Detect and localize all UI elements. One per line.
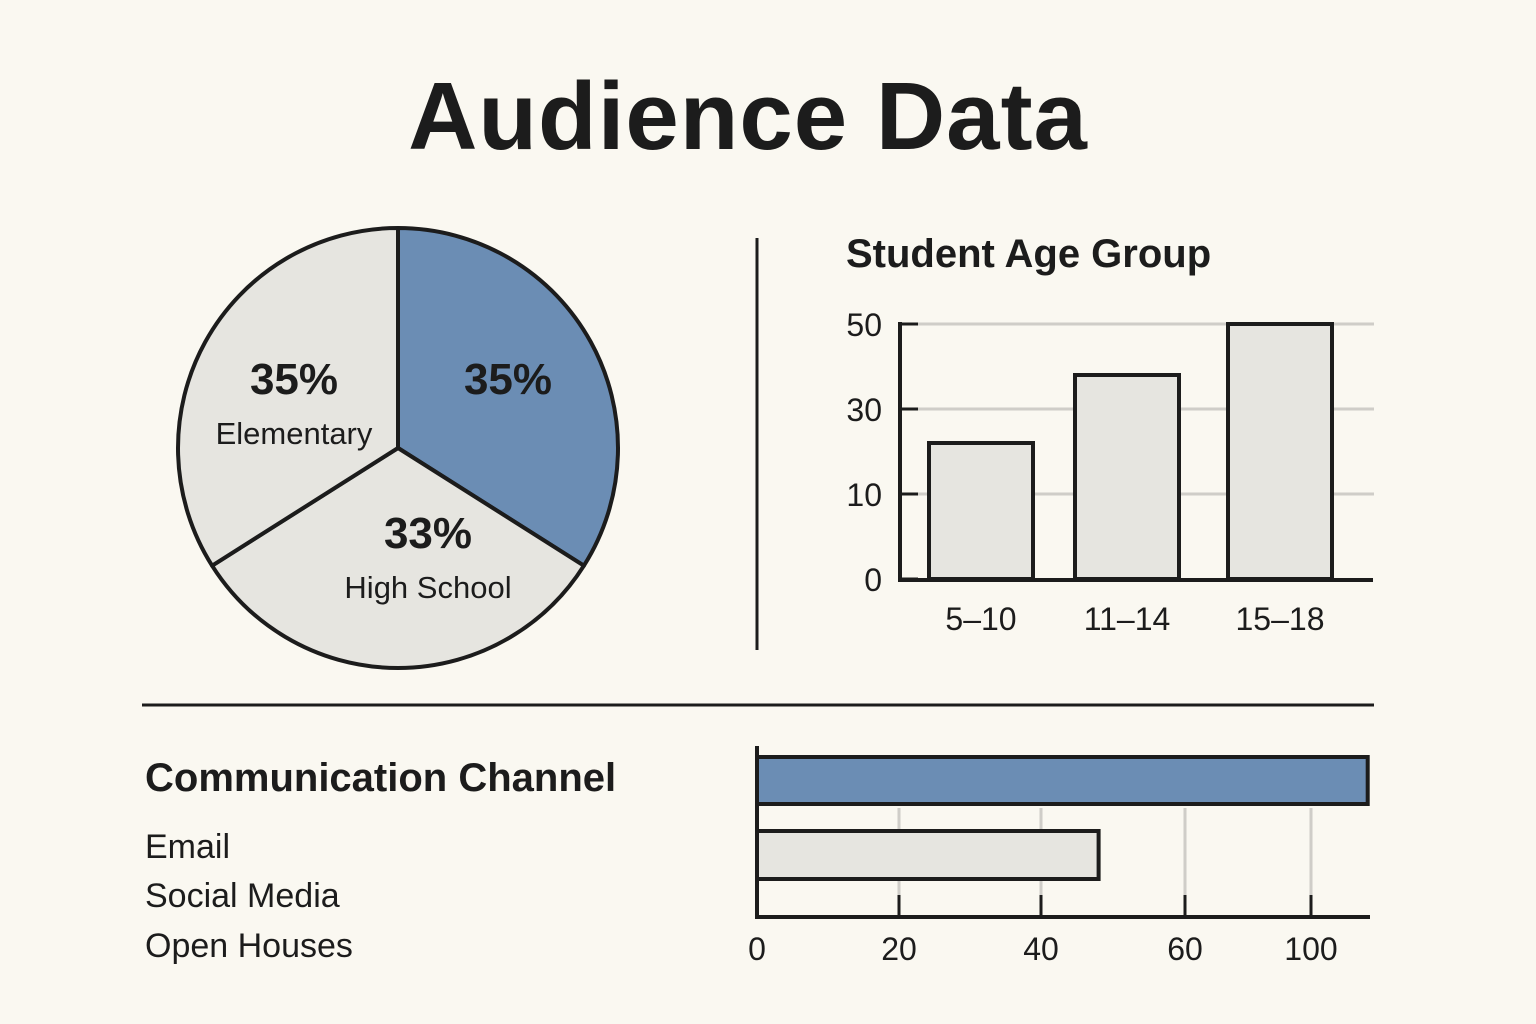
x-tick-label: 60: [1167, 931, 1203, 967]
pie-percent-label: 33%: [384, 509, 472, 558]
pie-percent-label: 35%: [464, 355, 552, 404]
pie-percent-label: 35%: [250, 355, 338, 404]
channel-chart-title: Communication Channel: [145, 756, 617, 800]
channel-bar: [755, 755, 1370, 806]
channel-label-email: Email: [145, 828, 231, 866]
pie-category-label: High School: [344, 570, 511, 605]
x-tick-label: 5–10: [945, 601, 1016, 637]
pie-slice: [210, 446, 586, 670]
x-tick-label: 0: [748, 931, 766, 967]
channel-label-open-houses: Open Houses: [145, 927, 353, 965]
y-tick-label: 30: [846, 392, 882, 428]
channel-label-social-media: Social Media: [145, 877, 340, 915]
y-tick-label: 50: [846, 307, 882, 343]
x-tick-label: 11–14: [1084, 601, 1171, 637]
page-title: Audience Data: [408, 63, 1088, 170]
age-bar: [927, 441, 1035, 581]
x-tick-label: 15–18: [1236, 601, 1325, 637]
age-bar: [1226, 322, 1334, 581]
y-tick-label: 0: [864, 562, 882, 598]
channel-bar: [755, 829, 1101, 881]
x-tick-label: 100: [1284, 931, 1337, 967]
age-bar: [1073, 373, 1181, 581]
pie-category-label: Elementary: [216, 416, 373, 451]
x-tick-label: 20: [881, 931, 917, 967]
pie-slice: [176, 226, 400, 568]
y-tick-label: 10: [846, 477, 882, 513]
x-tick-label: 40: [1023, 931, 1059, 967]
age-chart-title: Student Age Group: [846, 232, 1212, 276]
